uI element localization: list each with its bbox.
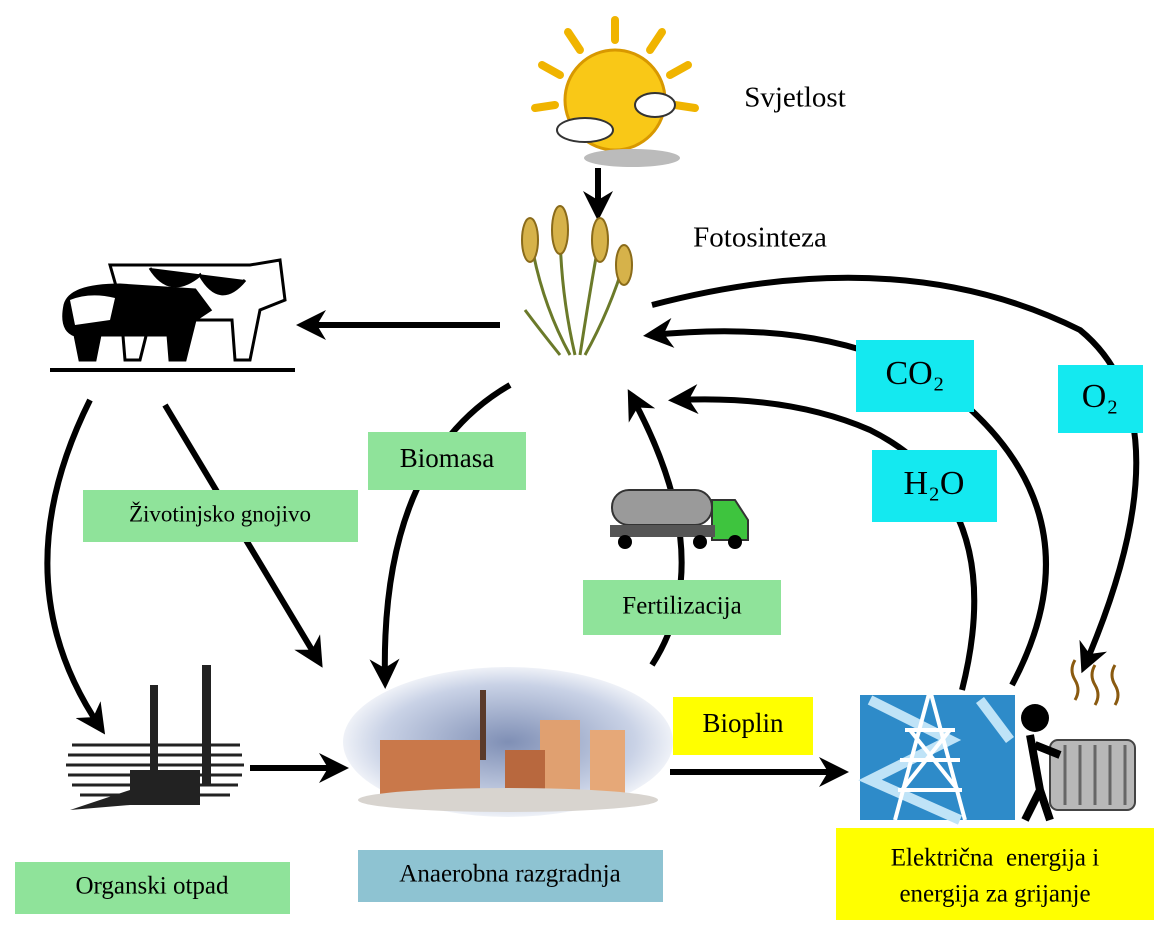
biomass-label: Biomasa	[400, 443, 495, 473]
light-label: Svjetlost	[744, 82, 846, 114]
energy-label: Električna energija i	[891, 845, 1100, 872]
energy-label: energija za grijanje	[899, 881, 1090, 908]
photosynthesis-label: Fotosinteza	[693, 222, 827, 254]
arrow	[677, 399, 974, 690]
manure-label: Životinjsko gnojivo	[129, 501, 311, 526]
o2-label: O₂	[1082, 378, 1118, 415]
organic-waste-label: Organski otpad	[76, 873, 229, 900]
arrow	[47, 400, 100, 727]
diagram: Svjetlost Fotosinteza	[0, 0, 1164, 925]
fertilization-label: Fertilizacija	[622, 593, 741, 620]
energy-icon	[860, 660, 1135, 820]
co2-label: CO₂	[885, 355, 944, 392]
biogas-plant-icon	[343, 667, 673, 817]
anaerobic-digestion-label: Anaerobna razgradnja	[399, 861, 620, 888]
sun-icon	[535, 20, 695, 167]
h2o-label: H₂O	[904, 465, 965, 502]
livestock-icon	[50, 260, 295, 370]
biogas-label: Bioplin	[702, 708, 784, 738]
factory-icon	[66, 665, 244, 810]
wheat-icon	[522, 206, 632, 355]
arrow	[385, 385, 510, 680]
